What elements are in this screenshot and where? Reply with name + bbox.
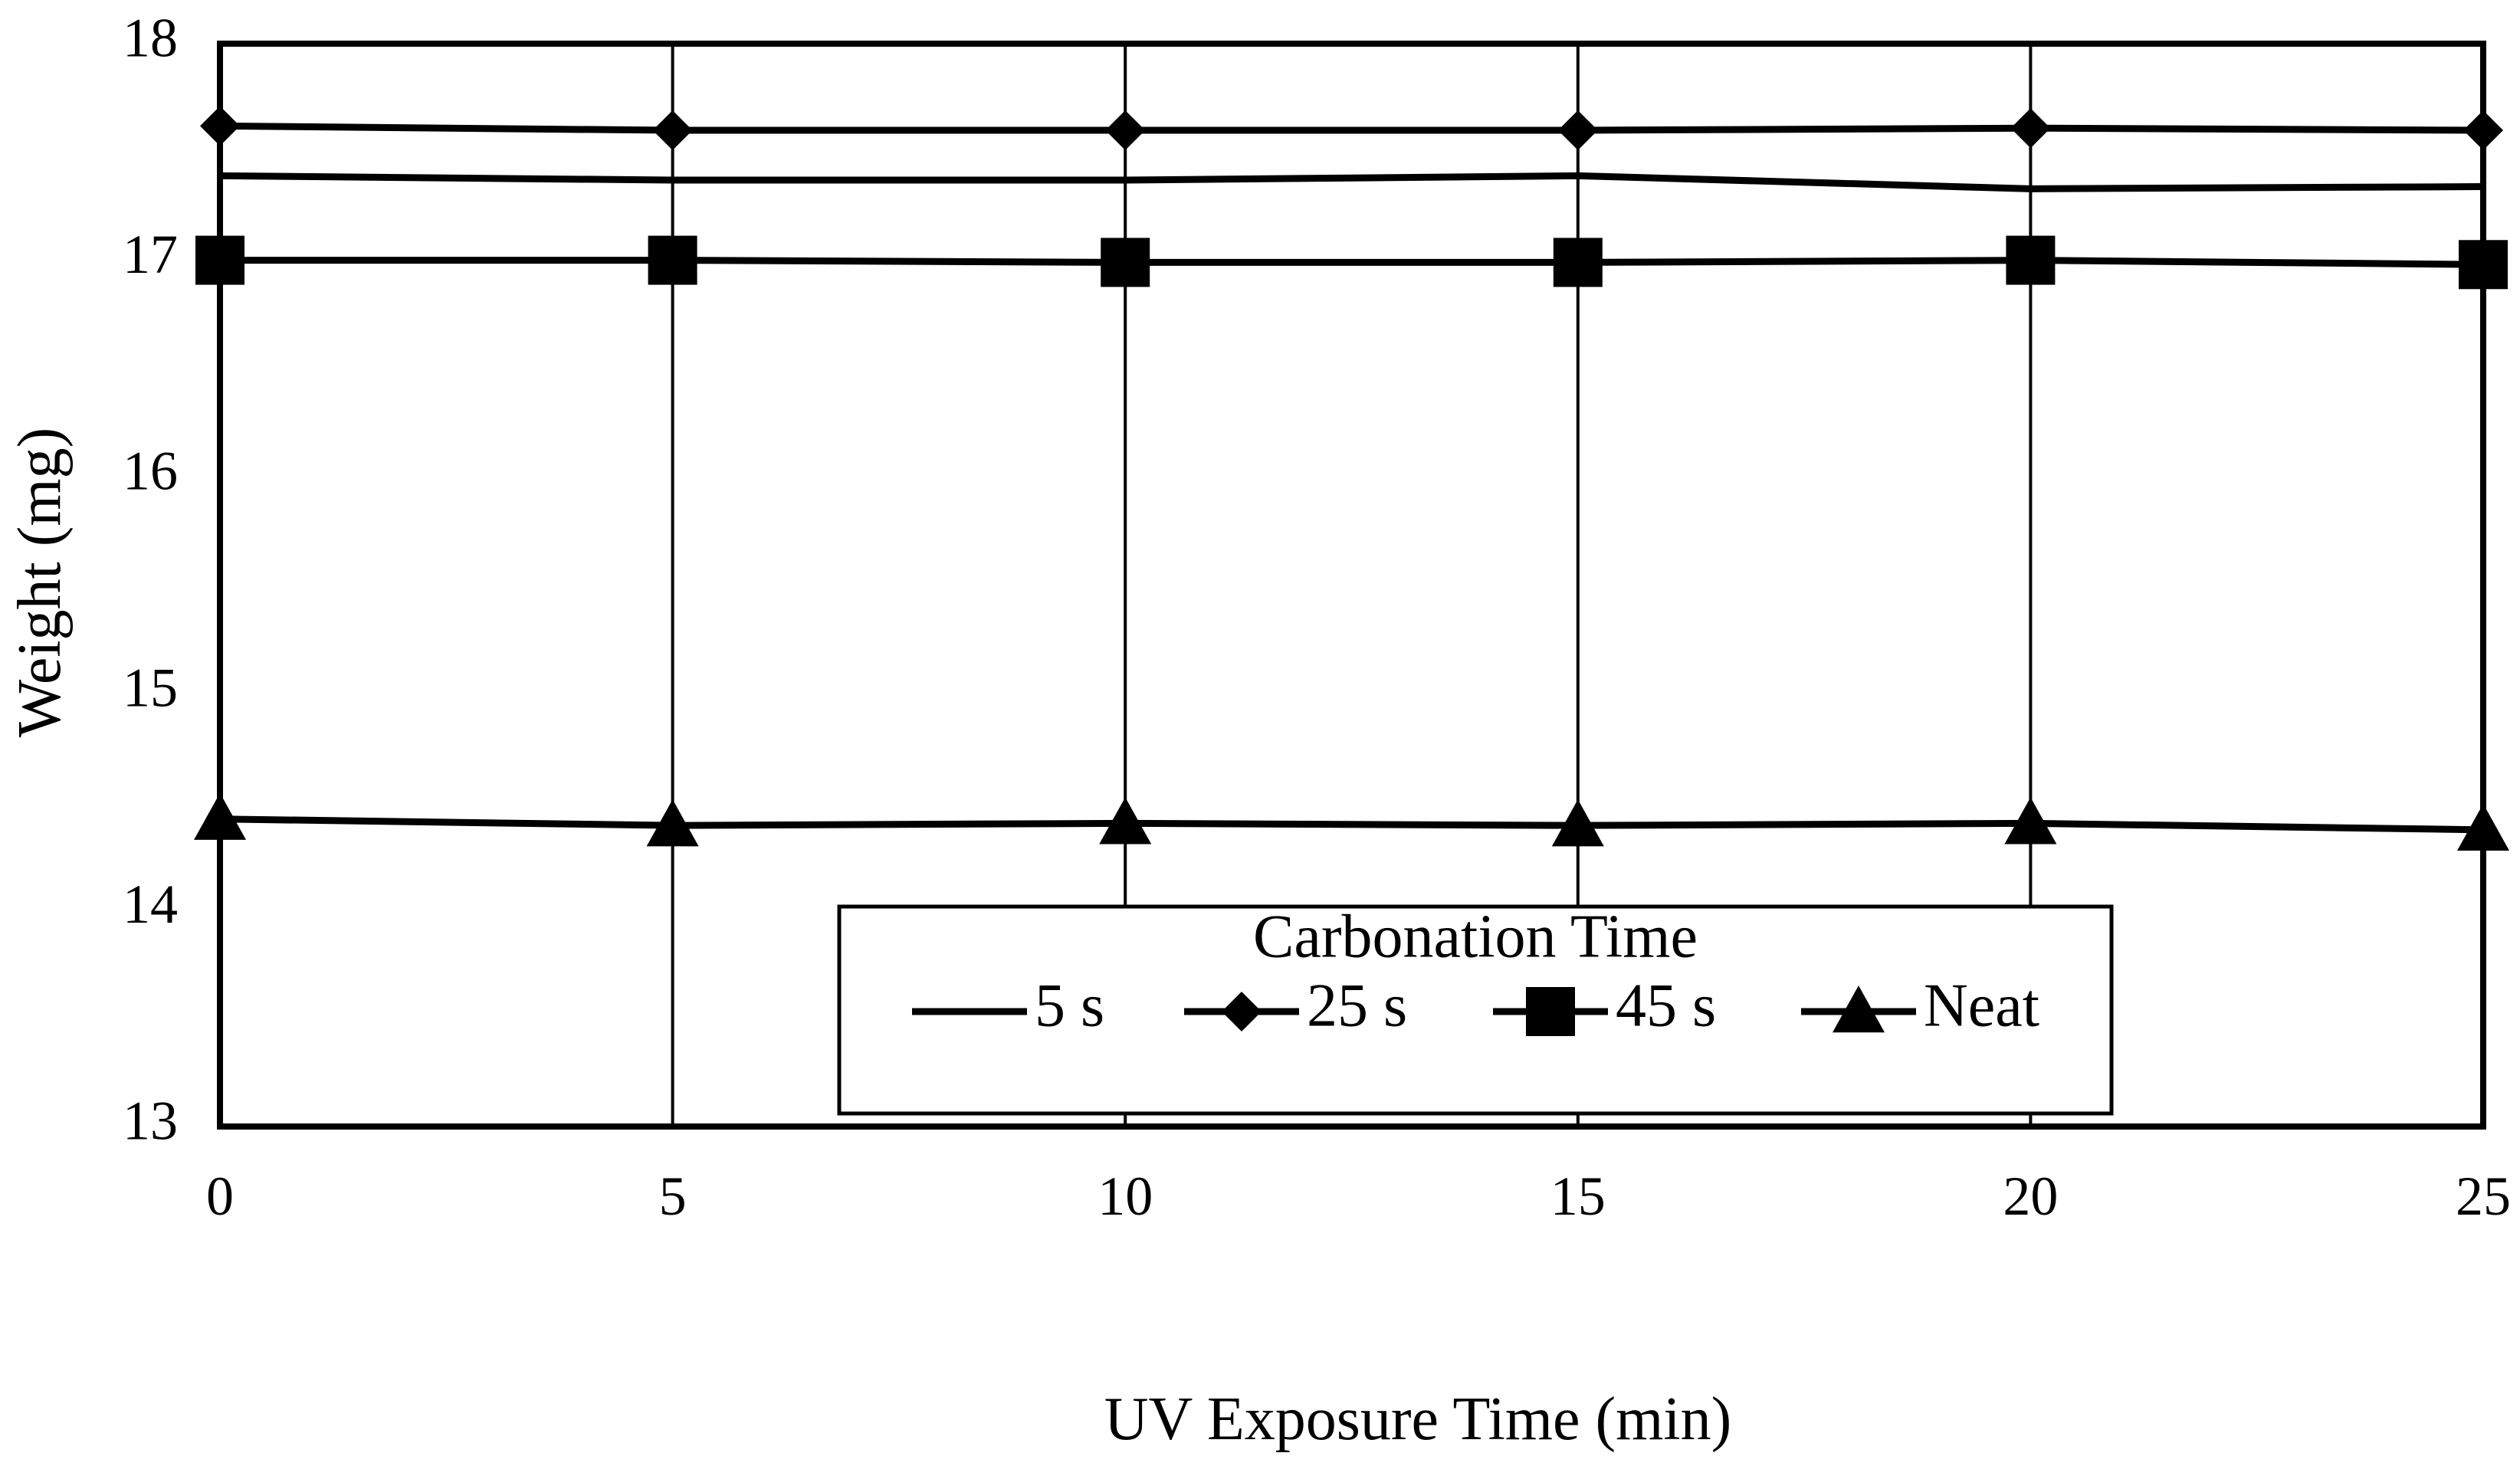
legend-label: Neat	[1924, 972, 2039, 1039]
data-point-triangle	[1551, 799, 1604, 847]
y-axis-ticks: 13 14 15 16 17 18	[123, 8, 178, 1152]
legend-title: Carbonation Time	[1253, 903, 1698, 970]
x-tick-label: 5	[659, 1166, 687, 1227]
data-point-square	[2459, 240, 2508, 290]
y-tick-label: 18	[123, 8, 178, 69]
series-45-s	[195, 235, 2508, 290]
legend-label: 45 s	[1616, 972, 1716, 1039]
x-axis-ticks: 0 5 10 15 20 25	[206, 1166, 2511, 1227]
legend-item: 25 s	[1184, 972, 1407, 1039]
legend-marker-triangle	[1833, 986, 1885, 1033]
series-line	[219, 815, 2484, 834]
x-tick-label: 25	[2456, 1166, 2511, 1227]
y-tick-label: 13	[123, 1090, 178, 1152]
data-point-square	[1553, 238, 1603, 287]
x-tick-label: 0	[206, 1166, 234, 1227]
series-neat	[194, 792, 2509, 851]
data-point-diamond	[2463, 110, 2503, 151]
legend-marker-diamond	[1222, 992, 1262, 1031]
x-axis-title: UV Exposure Time (min)	[1104, 1386, 1732, 1453]
x-tick-label: 15	[1550, 1166, 1606, 1227]
x-tick-label: 20	[2003, 1166, 2058, 1227]
data-point-diamond	[2010, 108, 2051, 149]
data-point-triangle	[194, 792, 246, 840]
series-layer	[194, 106, 2509, 851]
legend-items: 5 s 25 s 45 s Neat	[912, 972, 2039, 1039]
y-tick-label: 16	[123, 441, 178, 502]
legend-label: 5 s	[1035, 972, 1104, 1039]
legend-item: 5 s	[912, 972, 1104, 1039]
data-point-triangle	[2004, 797, 2057, 845]
series-line	[219, 172, 2484, 192]
y-axis-title: Weight (mg)	[6, 428, 74, 738]
data-point-diamond	[1105, 110, 1146, 151]
series-25-s	[200, 106, 2503, 151]
y-tick-label: 17	[123, 224, 178, 285]
data-point-square	[2006, 235, 2056, 285]
data-point-triangle	[646, 799, 699, 847]
data-point-square	[648, 235, 697, 285]
legend: Carbonation Time 5 s 25 s 45 s Neat	[837, 903, 2114, 1116]
legend-label: 25 s	[1307, 972, 1407, 1039]
legend-item: Neat	[1801, 972, 2039, 1039]
legend-marker-square	[1526, 987, 1575, 1036]
data-point-triangle	[2457, 803, 2509, 851]
y-tick-label: 15	[123, 657, 178, 718]
legend-item: 45 s	[1493, 972, 1716, 1039]
series-line	[219, 122, 2484, 134]
data-point-square	[1101, 238, 1150, 287]
data-point-square	[195, 235, 244, 285]
data-point-diamond	[200, 106, 240, 146]
data-point-diamond	[1557, 110, 1598, 151]
data-point-diamond	[652, 110, 693, 151]
series-5-s	[219, 172, 2484, 192]
y-tick-label: 14	[123, 874, 178, 935]
data-point-triangle	[1099, 797, 1152, 845]
x-tick-label: 10	[1098, 1166, 1153, 1227]
plot-area-frame	[217, 41, 2486, 1130]
series-line	[220, 257, 2484, 268]
